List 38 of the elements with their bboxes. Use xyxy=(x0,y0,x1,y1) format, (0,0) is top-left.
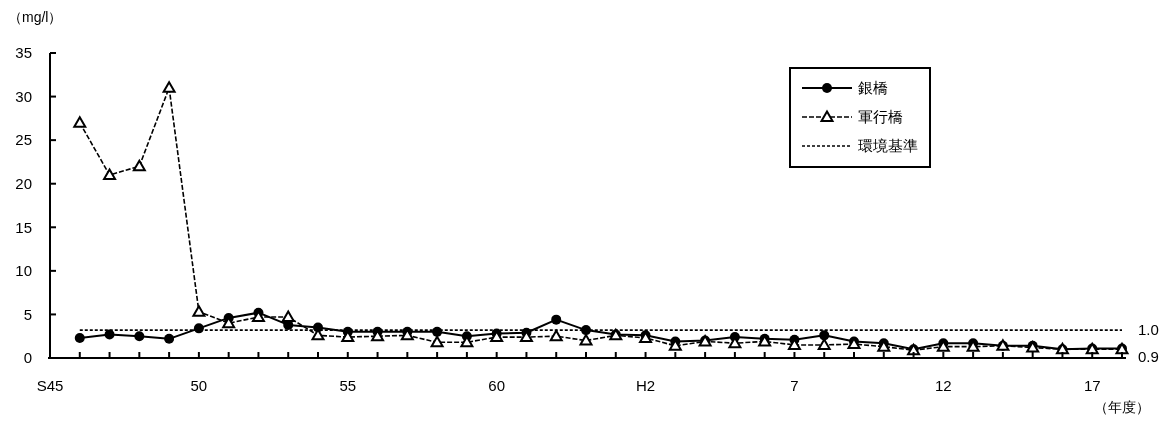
point xyxy=(281,310,295,323)
point xyxy=(579,334,593,346)
y-tick-label: 5 xyxy=(23,305,32,323)
y-tick-label: 30 xyxy=(15,87,32,105)
point xyxy=(549,329,563,342)
point xyxy=(430,335,444,348)
point xyxy=(192,305,206,317)
point xyxy=(164,333,175,344)
x-tick-label: 17 xyxy=(1083,377,1101,394)
point xyxy=(551,314,562,325)
y-tick-label: 20 xyxy=(15,174,32,192)
x-tick-label: H2 xyxy=(635,377,656,394)
point xyxy=(134,331,145,342)
point xyxy=(74,332,85,343)
point xyxy=(162,81,176,93)
legend-label: 銀橋 xyxy=(858,79,888,97)
x-tick-label: 55 xyxy=(339,377,357,394)
x-tick-label: 50 xyxy=(190,377,208,394)
y-tick-label: 25 xyxy=(15,131,32,149)
x-tick-label: 7 xyxy=(790,377,799,394)
x-tick-label: 60 xyxy=(488,377,506,394)
point xyxy=(819,330,830,341)
point xyxy=(817,338,831,350)
y-tick-label: 0 xyxy=(23,349,32,367)
text: 1.0 xyxy=(1138,321,1159,339)
legend-label: 軍行橋 xyxy=(858,108,903,126)
text: 0.9 xyxy=(1138,348,1159,366)
point xyxy=(132,159,146,172)
point xyxy=(73,116,87,128)
x-tick-label: S45 xyxy=(36,377,64,394)
point xyxy=(103,168,117,180)
y-axis-title: （mg/l） xyxy=(8,9,63,25)
y-tick-label: 35 xyxy=(15,44,32,62)
y-tick-label: 10 xyxy=(15,262,32,280)
legend-label: 環境基準 xyxy=(858,137,918,155)
x-axis-title: （年度） xyxy=(1094,399,1150,415)
y-tick-label: 15 xyxy=(15,218,32,236)
x-tick-label: 12 xyxy=(934,377,952,394)
